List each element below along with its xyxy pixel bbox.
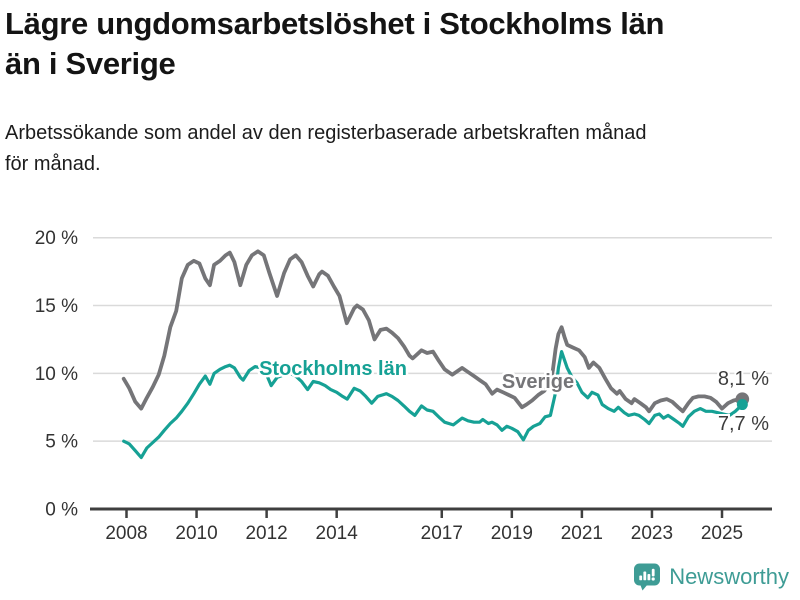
title-line-1: Lägre ungdomsarbetslöshet i Stockholms l… [5,6,665,41]
x-tick-label: 2025 [701,523,743,544]
series-label-sverige: Sverige [502,371,574,393]
series-label-stockholms-lan: Stockholms län [259,358,407,380]
subtitle-line-2: för månad. [5,153,101,175]
y-tick-label: 15 % [35,296,78,317]
x-axis: 2008 2010 2012 2014 2017 2019 2021 2023 2025 [90,507,772,544]
subtitle-line-1: Arbetssökande som andel av den registerb… [5,122,647,144]
x-tick-label: 2014 [316,523,359,544]
end-dot-stockholms-lan [736,399,748,411]
end-value-label-sverige: 8,1 % [718,368,769,390]
series-lines [121,249,745,460]
title-line-2: än i Sverige [5,46,176,81]
x-tick-label: 2023 [631,523,673,544]
y-tick-label: 5 % [45,432,78,453]
brand-name: Newsworthy [669,563,789,589]
x-tick-label: 2021 [561,523,603,544]
x-tick-label: 2019 [491,523,533,544]
y-tick-label: 0 % [45,500,78,521]
y-tick-label: 10 % [35,364,78,385]
x-tick-label: 2010 [175,523,217,544]
gridlines [93,236,772,442]
end-value-label-stockholms-lan: 7,7 % [718,413,769,435]
series-line-stockholms-lan [122,350,744,460]
newsworthy-logo-icon [634,563,661,591]
brand-footer: Newsworthy [633,562,789,591]
y-axis-labels: 0 % 5 % 10 % 15 % 20 % [35,228,78,520]
y-tick-label: 20 % [35,228,78,249]
x-tick-label: 2012 [245,523,287,544]
x-tick-label: 2017 [421,523,463,544]
page-title: Lägre ungdomsarbetslöshet i Stockholms l… [5,4,665,84]
chart-subtitle: Arbetssökande som andel av den registerb… [5,118,647,180]
series-line-sverige [121,249,745,414]
series-end-dots [735,392,750,411]
x-tick-label: 2008 [105,523,147,544]
